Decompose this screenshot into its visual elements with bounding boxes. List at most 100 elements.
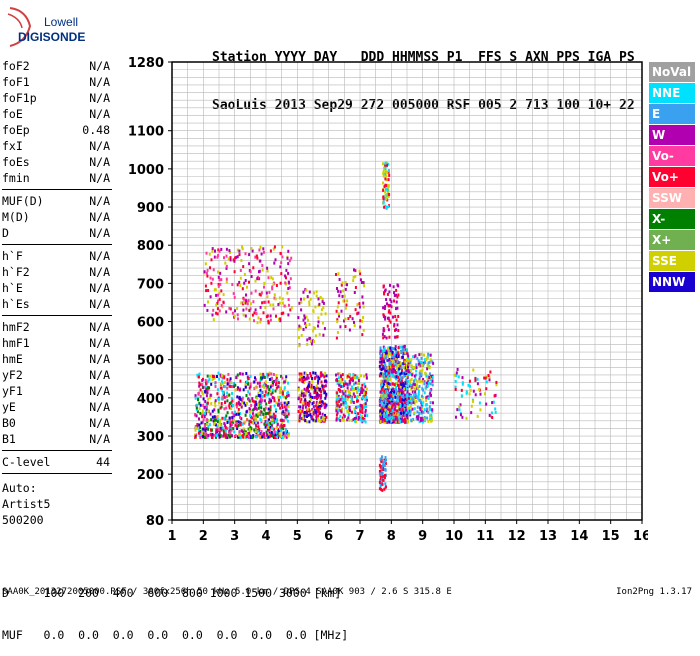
- echo-point: [272, 416, 275, 420]
- echo-point: [390, 395, 393, 398]
- echo-point: [259, 404, 262, 408]
- y-tick-label: 1280: [128, 56, 164, 71]
- echo-point: [396, 351, 399, 355]
- echo-point: [384, 379, 387, 383]
- echo-point: [274, 258, 277, 262]
- echo-point: [284, 434, 287, 438]
- echo-point: [287, 412, 290, 416]
- echo-point: [237, 317, 239, 321]
- echo-point: [390, 369, 393, 373]
- echo-point: [394, 328, 396, 332]
- echo-point: [285, 375, 288, 379]
- echo-point: [211, 277, 214, 281]
- echo-point: [382, 169, 385, 173]
- echo-point: [301, 409, 304, 413]
- echo-point: [401, 402, 404, 406]
- echo-point: [257, 316, 260, 320]
- auto-artist: Artist5: [2, 497, 51, 511]
- echo-point: [342, 385, 344, 388]
- echo-point: [239, 421, 242, 425]
- echo-point: [359, 278, 362, 282]
- echo-point: [254, 403, 257, 407]
- echo-point: [201, 390, 204, 394]
- echo-point: [243, 272, 246, 276]
- y-tick-label: 600: [137, 316, 164, 331]
- echo-point: [226, 378, 229, 382]
- echo-point: [246, 300, 249, 304]
- echo-point: [354, 409, 357, 413]
- echo-point: [378, 403, 381, 407]
- echo-point: [232, 418, 235, 422]
- echo-point: [484, 392, 486, 396]
- echo-point: [402, 411, 405, 415]
- echo-point: [254, 400, 257, 404]
- echo-point: [386, 391, 389, 395]
- echo-point: [410, 401, 413, 405]
- x-tick-label: 5: [293, 529, 302, 544]
- echo-point: [385, 197, 388, 201]
- param-value: N/A: [89, 139, 110, 153]
- legend-item-nnw: NNW: [649, 272, 695, 292]
- echo-point: [361, 407, 364, 411]
- echo-point: [417, 389, 420, 393]
- echo-point: [362, 281, 365, 285]
- echo-point: [276, 378, 279, 382]
- echo-point: [320, 312, 323, 316]
- echo-point: [395, 409, 398, 413]
- echo-point: [387, 170, 390, 174]
- echo-point: [320, 404, 323, 407]
- echo-point: [219, 373, 222, 377]
- echo-point: [196, 410, 199, 414]
- param-row-fof1: foF1 N/A: [2, 74, 112, 90]
- echo-point: [408, 392, 411, 396]
- echo-point: [211, 378, 214, 381]
- echo-point: [246, 432, 249, 435]
- echo-point: [248, 253, 251, 257]
- echo-point: [281, 297, 284, 301]
- echo-point: [389, 320, 392, 324]
- echo-point: [362, 404, 365, 408]
- echo-point: [261, 264, 264, 267]
- echo-point: [355, 414, 358, 418]
- echo-point: [383, 349, 386, 353]
- echo-point: [384, 468, 387, 471]
- param-value: 0.48: [82, 123, 110, 137]
- echo-point: [283, 386, 286, 390]
- echo-point: [417, 359, 420, 363]
- legend-item-w: W: [649, 125, 695, 145]
- echo-point: [365, 390, 368, 394]
- param-row-clevel: C-level 44: [2, 454, 112, 470]
- echo-point: [383, 392, 386, 396]
- echo-point: [199, 403, 202, 407]
- echo-point: [457, 375, 460, 379]
- echo-point: [313, 376, 316, 380]
- echo-point: [250, 291, 253, 295]
- echo-point: [196, 423, 199, 426]
- echo-point: [399, 419, 402, 423]
- echo-point: [400, 414, 403, 418]
- echo-point: [404, 348, 407, 352]
- echo-point: [238, 401, 241, 405]
- echo-point: [321, 412, 324, 416]
- echo-point: [340, 283, 343, 287]
- echo-point: [342, 401, 345, 405]
- echo-point: [259, 418, 262, 421]
- echo-point: [204, 284, 207, 288]
- echo-point: [393, 294, 396, 297]
- echo-point: [312, 371, 315, 375]
- echo-point: [283, 388, 286, 392]
- echo-point: [403, 394, 406, 398]
- echo-point: [280, 428, 283, 432]
- echo-point: [360, 419, 363, 423]
- echo-point: [346, 386, 349, 390]
- echo-point: [202, 427, 205, 431]
- echo-point: [268, 388, 271, 391]
- legend-item-ssw: SSW: [649, 188, 695, 208]
- echo-point: [378, 364, 381, 368]
- echo-point: [385, 336, 388, 340]
- echo-point: [405, 410, 408, 414]
- echo-point: [301, 406, 304, 410]
- echo-point: [382, 313, 385, 317]
- echo-point: [287, 434, 290, 438]
- y-tick-label: 1000: [128, 163, 164, 178]
